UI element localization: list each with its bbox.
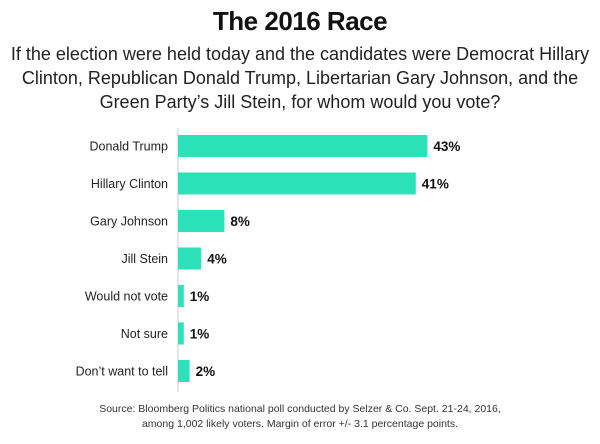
category-label-don-t-want-to-tell: Don’t want to tell xyxy=(76,365,168,379)
value-label-donald-trump: 43% xyxy=(433,139,460,154)
bar-gary-johnson xyxy=(178,210,225,232)
value-label-would-not-vote: 1% xyxy=(190,289,210,304)
chart-question: If the election were held today and the … xyxy=(10,44,590,112)
category-label-gary-johnson: Gary Johnson xyxy=(90,215,168,229)
value-label-hillary-clinton: 41% xyxy=(422,177,449,192)
source-line-2: among 1,002 likely voters. Margin of err… xyxy=(141,418,459,430)
bar-hillary-clinton xyxy=(178,172,416,195)
category-label-would-not-vote: Would not vote xyxy=(85,290,168,304)
bar-donald-trump xyxy=(178,135,428,157)
bar-don-t-want-to-tell xyxy=(178,360,190,382)
value-label-gary-johnson: 8% xyxy=(230,214,250,229)
category-label-not-sure: Not sure xyxy=(121,327,168,341)
category-label-jill-stein: Jill Stein xyxy=(121,252,168,266)
bar-jill-stein xyxy=(178,247,202,270)
bar-would-not-vote xyxy=(178,285,184,307)
chart-title: The 2016 Race xyxy=(212,6,388,36)
value-label-not-sure: 1% xyxy=(190,327,210,342)
bar-not-sure xyxy=(178,322,184,345)
value-label-jill-stein: 4% xyxy=(207,252,227,267)
category-label-hillary-clinton: Hillary Clinton xyxy=(91,177,168,191)
category-label-donald-trump: Donald Trump xyxy=(89,140,168,154)
chart-marks: Donald Trump 43% Hillary Clinton 41% Gary Jo… xyxy=(76,135,460,382)
source-note: Source: Bloomberg Politics national poll… xyxy=(0,402,600,432)
value-label-don-t-want-to-tell: 2% xyxy=(196,364,216,379)
source-line-1: Source: Bloomberg Politics national poll… xyxy=(99,403,501,415)
